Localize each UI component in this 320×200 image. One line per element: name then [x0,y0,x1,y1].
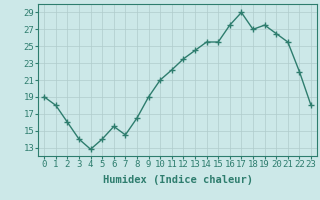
X-axis label: Humidex (Indice chaleur): Humidex (Indice chaleur) [103,175,252,185]
